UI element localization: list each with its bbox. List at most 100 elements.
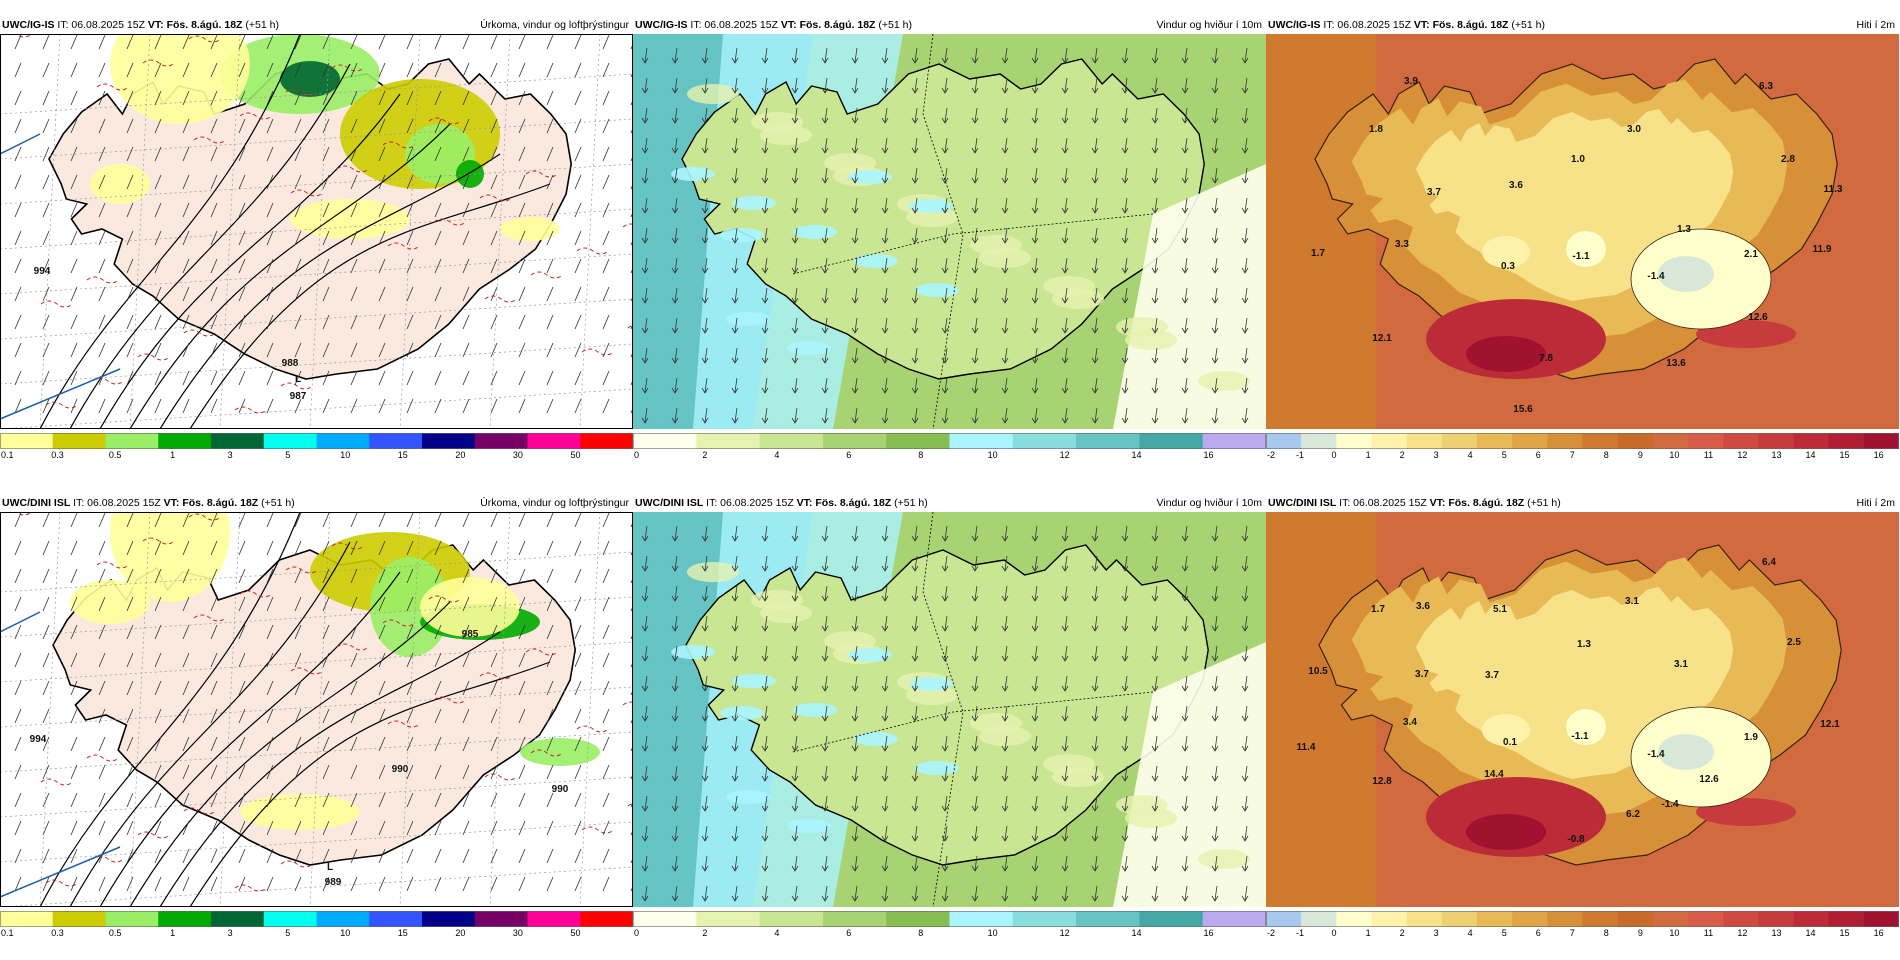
wind-barb — [630, 689, 633, 696]
wind-barb — [350, 596, 358, 612]
wind-barb — [434, 90, 442, 106]
wind-arrow — [1151, 167, 1159, 184]
wind-barb — [406, 90, 414, 106]
wind-barb — [546, 708, 554, 724]
wind-arrow — [791, 227, 799, 244]
wind-barb — [574, 314, 582, 330]
wind-barb — [14, 202, 22, 218]
wind-arrow — [791, 287, 799, 304]
wind-barb — [350, 342, 358, 358]
wind-arrow — [1061, 675, 1069, 692]
wind-barb — [294, 652, 302, 668]
wind-arrow — [1241, 615, 1249, 632]
wind-arrow — [971, 705, 979, 722]
wind-arrow — [791, 407, 799, 424]
wind-barb — [462, 820, 470, 836]
temperature-contour — [137, 831, 171, 839]
temperature-map[interactable]: 6.4 1.7 3.6 5.1 3.1 2.5 10.5 3.7 3.7 1.3 3.1 3.4 0.1… — [1266, 512, 1899, 907]
wind-barb — [322, 876, 330, 892]
model-name: UWC/IG-IS — [1268, 19, 1321, 31]
wind-barb — [630, 773, 633, 780]
precip-map[interactable]: 988 987 L 994 — [0, 34, 633, 429]
wind-arrow — [1121, 347, 1129, 364]
wind-barb — [14, 848, 22, 864]
temperature-map[interactable]: 3.9 6.3 1.8 3.0 1.0 2.8 3.7 3.6 11.3 1.3 1.7 3.3 0.3… — [1266, 34, 1899, 429]
wind-barb — [70, 512, 78, 528]
wind-barb — [182, 568, 190, 584]
pressure-label: 987 — [290, 391, 307, 402]
wind-arrow — [971, 197, 979, 214]
wind-barb — [294, 820, 302, 836]
wind-arrow — [671, 615, 679, 632]
wind-arrow — [911, 735, 919, 752]
wind-barb — [294, 342, 302, 358]
temperature-label: 3.9 — [1404, 76, 1418, 87]
wind-arrow — [761, 287, 769, 304]
temperature-label: -1.1 — [1572, 251, 1590, 262]
wind-barb — [98, 876, 106, 892]
front-line — [0, 611, 41, 633]
wind-arrow — [1241, 825, 1249, 842]
wind-barb — [518, 62, 526, 78]
wind-barb — [42, 314, 50, 330]
lead-time: (+51 h) — [894, 497, 928, 509]
wind-barb — [294, 202, 302, 218]
wind-barb — [14, 540, 22, 556]
colorbar-tick-label: 0 — [634, 928, 640, 938]
wind-barb — [574, 848, 582, 864]
valid-time: VT: Fös. 8.ágú. 18Z — [780, 19, 876, 31]
wind-arrow — [941, 645, 949, 662]
temperature-label: -1.1 — [1571, 731, 1589, 742]
wind-barb — [518, 848, 526, 864]
temperature-label: 13.6 — [1666, 358, 1686, 369]
precip-map[interactable]: 990 990 L 989 994 985 — [0, 512, 633, 907]
wind-barb — [14, 34, 22, 50]
wind-arrow — [941, 257, 949, 274]
temperature-label: 3.7 — [1415, 669, 1429, 680]
wind-barb — [490, 314, 498, 330]
colorbar-tick-label: 9 — [1637, 928, 1643, 938]
wind-barb — [406, 568, 414, 584]
pressure-label: 990 — [392, 764, 409, 775]
wind-arrow — [881, 525, 889, 542]
wind-map[interactable] — [633, 512, 1266, 907]
wind-barb — [350, 568, 358, 584]
temperature-contour — [86, 276, 120, 284]
wind-barb — [322, 596, 330, 612]
wind-map[interactable] — [633, 34, 1266, 429]
wind-arrow — [761, 137, 769, 154]
wind-arrow — [1091, 675, 1099, 692]
precip-area — [70, 580, 150, 624]
wind-barb — [182, 736, 190, 752]
wind-arrow — [1091, 585, 1099, 602]
wind-barb — [98, 820, 106, 836]
wind-barb — [322, 680, 330, 696]
temperature-contour — [285, 566, 319, 574]
front-line — [0, 368, 121, 420]
wind-arrow — [761, 615, 769, 632]
wind-arrow — [701, 645, 709, 662]
wind-barb — [182, 764, 190, 780]
wind-arrow — [1151, 227, 1159, 244]
wind-arrow — [731, 407, 739, 424]
wind-arrow — [1031, 885, 1039, 902]
wind-barb — [322, 764, 330, 780]
temperature-label: 6.4 — [1762, 557, 1776, 568]
wind-barb — [406, 62, 414, 78]
wind-arrow — [911, 107, 919, 124]
colorbar-tick-label: 2 — [702, 450, 708, 460]
wind-barb — [154, 624, 162, 640]
panel-title: Vindur og hviður í 10m — [1156, 19, 1262, 31]
graticule-line — [579, 34, 601, 429]
temperature-contour — [142, 59, 176, 67]
colorbar-swatch — [886, 433, 950, 449]
wind-low-area — [824, 631, 876, 651]
temperature-contour — [234, 884, 268, 892]
colorbar-frame — [0, 911, 633, 927]
wind-barb — [462, 174, 470, 190]
wind-barb — [238, 876, 246, 892]
wind-arrow — [1031, 555, 1039, 572]
graticule-line — [0, 343, 633, 385]
wind-colorbar — [633, 433, 1266, 449]
colorbar-tick-label: 0.1 — [1, 928, 14, 938]
